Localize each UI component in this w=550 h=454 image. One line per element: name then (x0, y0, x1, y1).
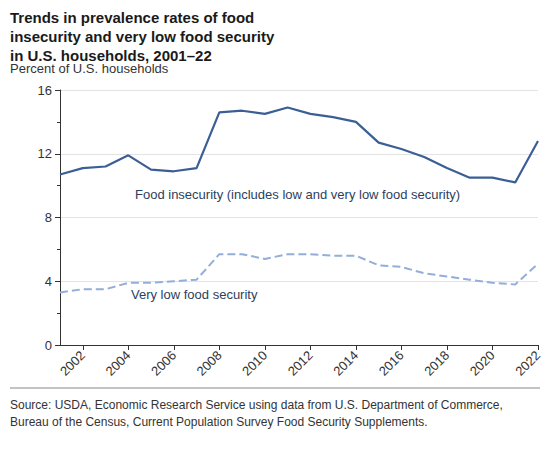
svg-text:2002: 2002 (57, 348, 88, 379)
svg-text:2010: 2010 (239, 348, 270, 379)
svg-text:insecurity and very low food s: insecurity and very low food security (10, 28, 278, 45)
svg-text:2014: 2014 (330, 348, 361, 379)
svg-text:2018: 2018 (421, 348, 452, 379)
svg-text:2008: 2008 (194, 348, 225, 379)
svg-text:Source: USDA, Economic Researc: Source: USDA, Economic Research Service … (10, 398, 506, 412)
svg-text:Trends in prevalence rates of: Trends in prevalence rates of food (10, 9, 258, 26)
svg-text:Food insecurity (includes low: Food insecurity (includes low and very l… (135, 187, 460, 202)
svg-text:2020: 2020 (467, 348, 498, 379)
svg-text:Percent of U.S. households: Percent of U.S. households (10, 61, 169, 76)
svg-text:4: 4 (45, 274, 52, 289)
svg-text:2022: 2022 (512, 348, 543, 379)
svg-text:Very low food security: Very low food security (131, 287, 258, 302)
svg-text:2004: 2004 (103, 348, 134, 379)
svg-text:0: 0 (45, 338, 52, 353)
svg-text:8: 8 (45, 210, 52, 225)
svg-text:Bureau of the Census, Current: Bureau of the Census, Current Population… (10, 415, 428, 429)
svg-text:2016: 2016 (376, 348, 407, 379)
svg-text:2006: 2006 (148, 348, 179, 379)
svg-text:12: 12 (38, 146, 52, 161)
svg-text:2012: 2012 (285, 348, 316, 379)
svg-text:16: 16 (38, 83, 52, 98)
svg-text:in U.S. households, 2001–22: in U.S. households, 2001–22 (10, 47, 212, 64)
